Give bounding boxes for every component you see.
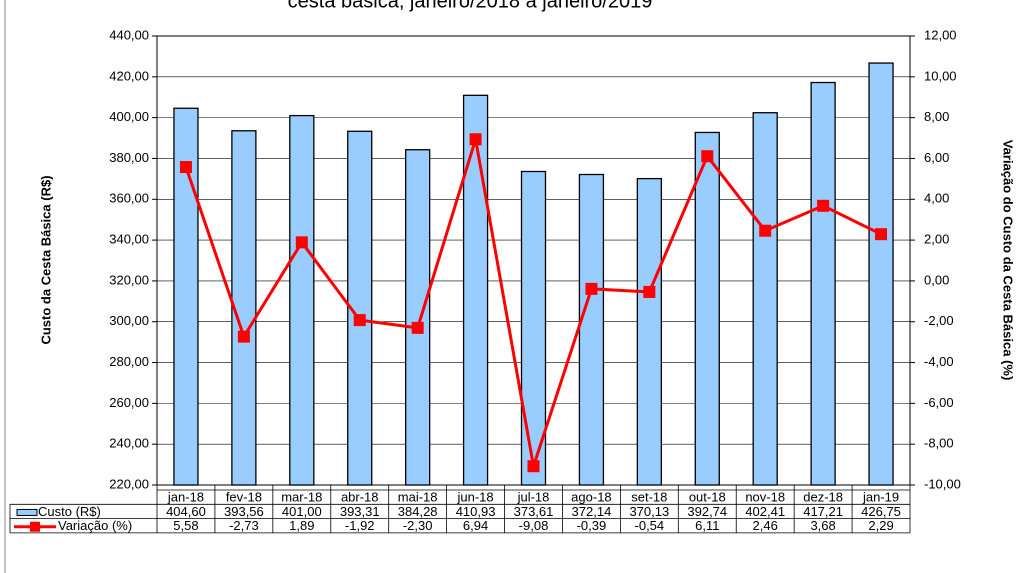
y-tick-label: 300,00 [109,313,149,328]
bar [636,177,662,486]
x-tick-label: mar-18 [281,490,322,505]
table-value: -2,30 [403,518,433,533]
x-tick-label: abr-18 [341,490,379,505]
marker [875,228,888,241]
x-tick-label: set-18 [631,490,667,505]
chart-frame [4,0,6,573]
bar [578,173,605,486]
bar [868,62,894,486]
x-tick-label: nov-18 [745,490,785,505]
table-value: -1,92 [345,518,375,533]
bar [810,81,836,486]
y-tick-label: 360,00 [109,191,149,206]
x-tick-label: jan-18 [167,490,204,505]
y2-tick-label: 8,00 [924,109,949,124]
x-tick-label: mai-18 [398,490,438,505]
y-tick-label: 340,00 [109,232,149,247]
table-value: 384,28 [398,504,438,519]
table-value: 373,61 [514,504,554,519]
x-tick-label: ago-18 [571,490,611,505]
marker [411,321,424,334]
table-value: 2,29 [868,518,893,533]
table-value: 370,13 [629,504,669,519]
y2-tick-label: 0,00 [924,272,949,287]
y2-tick-label: -8,00 [924,436,954,451]
y2-axis-title: Variação do Custo da Cesta Básica (%) [1001,140,1016,381]
x-tick-label: fev-18 [226,490,262,505]
y2-tick-label: 2,00 [924,232,949,247]
y2-tick-label: -6,00 [924,395,954,410]
y-tick-label: 280,00 [109,354,149,369]
legend-label: Custo (R$) [38,504,101,519]
x-tick-label: jan-19 [862,490,899,505]
bar [520,170,547,486]
table-value: 6,11 [695,518,719,533]
y-tick-label: 440,00 [109,27,149,42]
table-value: 372,14 [572,504,612,519]
y2-tick-label: 4,00 [924,191,949,206]
marker [527,460,540,473]
table-value: 393,56 [224,504,264,519]
legend-label: Variação (%) [58,518,132,533]
x-tick-label: out-18 [689,490,726,505]
table-value: -0,39 [577,518,607,533]
marker [759,224,772,237]
legend-symbol [30,521,40,532]
table-value: 393,31 [340,504,380,519]
marker [643,285,656,298]
marker [237,330,250,343]
bar [694,131,720,486]
table-value: 3,68 [810,518,835,533]
table-value: 401,00 [282,504,322,519]
table-value: 5,58 [173,518,198,533]
y-tick-label: 240,00 [109,436,149,451]
marker [179,161,192,174]
bar [405,149,431,486]
table-value: 6,94 [463,518,488,533]
table-value: -9,08 [519,518,549,533]
y-axis-title: Custo da Cesta Básica (R$) [38,175,53,344]
y-tick-label: 260,00 [109,395,149,410]
marker [585,282,598,295]
bar [231,130,257,486]
y2-tick-label: 10,00 [924,68,957,83]
y2-tick-label: 6,00 [924,150,949,165]
table-value: 2,46 [753,518,778,533]
y2-tick-label: -2,00 [924,313,954,328]
marker [817,199,830,212]
y2-tick-label: -4,00 [924,354,954,369]
marker [701,150,714,163]
table-value: 1,89 [289,518,314,533]
y-tick-label: 220,00 [109,476,149,491]
legend-symbol [16,508,38,516]
y2-tick-label: -10,00 [924,476,961,491]
marker [353,314,366,327]
bar [462,94,489,486]
table-value: 426,75 [861,504,901,519]
bar [752,112,778,486]
x-tick-label: dez-18 [803,490,843,505]
table-value: -2,73 [229,518,259,533]
table-value: 404,60 [166,504,206,519]
table-value: 410,93 [456,504,496,519]
bar [289,114,315,486]
y-tick-label: 420,00 [109,68,149,83]
x-tick-label: jul-18 [517,490,550,505]
y2-tick-label: 12,00 [924,27,957,42]
marker [295,236,308,249]
table-value: 402,41 [745,504,785,519]
x-tick-label: jun-18 [457,490,494,505]
chart-title: cesta básica, janeiro/2018 a janeiro/201… [288,0,653,12]
y-tick-label: 320,00 [109,272,149,287]
table-value: -0,54 [635,518,665,533]
y-tick-label: 400,00 [109,109,149,124]
y-tick-label: 380,00 [109,150,149,165]
table-value: 392,74 [687,504,727,519]
marker [469,133,482,146]
table-value: 417,21 [803,504,843,519]
